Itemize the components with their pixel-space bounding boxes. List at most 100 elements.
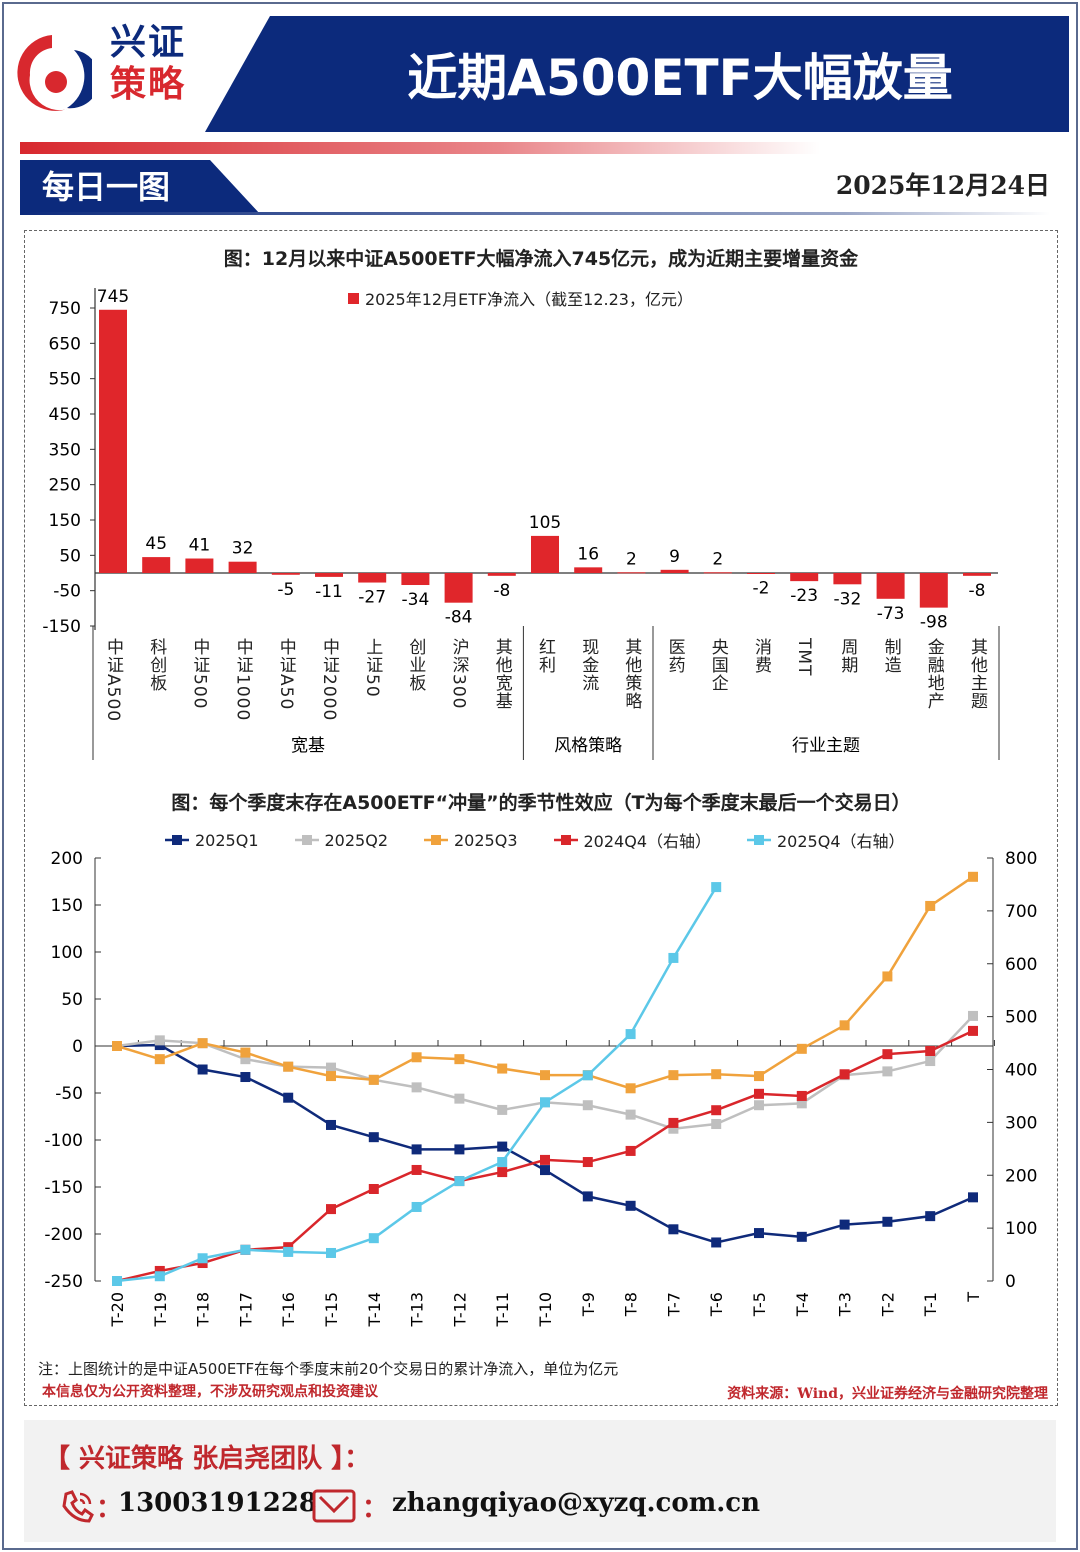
data-label: 2 bbox=[712, 549, 723, 569]
x-tick-label: T-8 bbox=[622, 1292, 641, 1317]
data-point bbox=[882, 1049, 893, 1060]
data-point bbox=[540, 1154, 550, 1165]
right-tick-label: 100 bbox=[1005, 1219, 1037, 1239]
x-tick-label: T bbox=[964, 1292, 983, 1303]
category-label: TMT bbox=[794, 638, 815, 677]
right-tick-label: 800 bbox=[1005, 849, 1037, 869]
category-label: 中证2000 bbox=[319, 638, 339, 722]
data-point bbox=[754, 1071, 764, 1082]
team-name: 【 兴证策略 张启尧团队 】： bbox=[44, 1444, 371, 1474]
data-point bbox=[796, 1098, 807, 1109]
category-label: 消费 bbox=[751, 638, 771, 674]
bar-chart: 750 650 550 450 350 250 150 50 -50 -150 745 45 41 32 -… bbox=[42, 287, 1000, 760]
category-label: 中证A500 bbox=[103, 638, 123, 723]
date: 2025年12月24日 bbox=[835, 171, 1050, 200]
data-point bbox=[454, 1093, 465, 1104]
left-tick-label: -100 bbox=[44, 1131, 83, 1151]
data-point bbox=[711, 1237, 722, 1248]
data-point bbox=[668, 1123, 679, 1134]
x-tick-label: T-19 bbox=[151, 1292, 170, 1327]
data-point bbox=[839, 1069, 850, 1080]
data-point bbox=[197, 1253, 208, 1264]
category-label: 红利 bbox=[535, 638, 555, 674]
right-tick-label: 500 bbox=[1005, 1008, 1037, 1028]
bar bbox=[747, 573, 775, 574]
category-label: 沪深300 bbox=[448, 638, 469, 710]
data-point bbox=[625, 1029, 636, 1040]
bar bbox=[531, 535, 559, 573]
data-label: -34 bbox=[402, 590, 430, 610]
data-point bbox=[711, 1119, 722, 1130]
data-label: -23 bbox=[790, 586, 818, 606]
bar bbox=[142, 557, 171, 573]
data-point bbox=[839, 1219, 850, 1230]
x-tick-label: T-12 bbox=[450, 1292, 469, 1327]
data-point bbox=[368, 1132, 379, 1143]
legend-marker bbox=[165, 835, 189, 845]
email-address[interactable]: zhangqiyao@xyzq.com.cn bbox=[392, 1488, 761, 1518]
y-tick-label: 350 bbox=[49, 440, 81, 460]
line-legend: 2025Q1 2025Q2 2025Q3 2024Q4（右轴） 2025Q4（右轴） bbox=[165, 828, 905, 852]
data-point bbox=[968, 1192, 978, 1203]
data-point bbox=[112, 1276, 122, 1286]
x-tick-label: T-3 bbox=[836, 1292, 855, 1317]
y-tick-label: 50 bbox=[59, 546, 81, 566]
category-label: 上证50 bbox=[362, 638, 383, 698]
y-tick-label: 650 bbox=[49, 334, 81, 354]
contact-box bbox=[24, 1420, 1056, 1542]
y-tick-label: 550 bbox=[49, 370, 81, 390]
bar bbox=[963, 573, 991, 576]
category-label: 制造 bbox=[880, 638, 901, 674]
left-tick-label: 150 bbox=[51, 896, 83, 916]
data-point bbox=[197, 1038, 208, 1049]
bar bbox=[401, 573, 430, 586]
left-tick-label: -200 bbox=[44, 1225, 83, 1245]
data-point bbox=[497, 1141, 508, 1152]
data-point bbox=[154, 1035, 165, 1046]
category-label: 中证500 bbox=[189, 638, 210, 710]
data-point bbox=[968, 871, 978, 882]
data-point bbox=[882, 1216, 893, 1227]
legend-item: 2025Q3 bbox=[424, 828, 518, 852]
bar bbox=[790, 573, 819, 582]
chart-panel bbox=[24, 230, 1058, 1406]
data-point bbox=[368, 1183, 379, 1194]
data-point bbox=[411, 1201, 422, 1212]
data-point bbox=[754, 1088, 764, 1099]
page-title: 近期A500ETF大幅放量 bbox=[407, 49, 953, 107]
data-point bbox=[540, 1097, 550, 1108]
category-label: 周期 bbox=[837, 638, 858, 674]
legend-label: 2024Q4（右轴） bbox=[583, 832, 712, 851]
x-tick-label: T-18 bbox=[194, 1292, 213, 1327]
data-label: 32 bbox=[232, 539, 254, 559]
data-point bbox=[326, 1247, 336, 1258]
x-tick-label: T-11 bbox=[493, 1292, 512, 1327]
data-point bbox=[326, 1062, 336, 1073]
bar bbox=[833, 573, 862, 585]
phone-number[interactable]: 13003191228 bbox=[118, 1488, 317, 1518]
data-point bbox=[454, 1054, 465, 1065]
legend-swatch bbox=[348, 292, 359, 304]
bar bbox=[99, 309, 127, 573]
left-tick-label: 100 bbox=[51, 943, 83, 963]
data-point bbox=[326, 1204, 336, 1215]
category-label: 创业板 bbox=[405, 638, 426, 692]
divider bbox=[20, 212, 1050, 215]
legend-item: 2025Q2 bbox=[294, 828, 388, 852]
bar bbox=[315, 573, 343, 577]
x-tick-label: T-10 bbox=[536, 1292, 555, 1327]
data-point bbox=[925, 1211, 936, 1222]
x-tick-label: T-17 bbox=[236, 1292, 255, 1327]
left-tick-label: 50 bbox=[61, 990, 83, 1010]
data-label: 41 bbox=[189, 536, 211, 556]
data-point bbox=[925, 1045, 936, 1056]
data-label: -8 bbox=[493, 581, 510, 601]
data-label: 105 bbox=[529, 513, 561, 533]
x-tick-label: T-15 bbox=[322, 1292, 341, 1327]
data-point bbox=[796, 1231, 807, 1242]
legend-item: 2024Q4（右轴） bbox=[553, 828, 712, 852]
data-point bbox=[411, 1144, 422, 1155]
y-tick-label: 450 bbox=[49, 405, 81, 425]
data-point bbox=[497, 1167, 508, 1178]
data-label: 45 bbox=[145, 534, 167, 554]
